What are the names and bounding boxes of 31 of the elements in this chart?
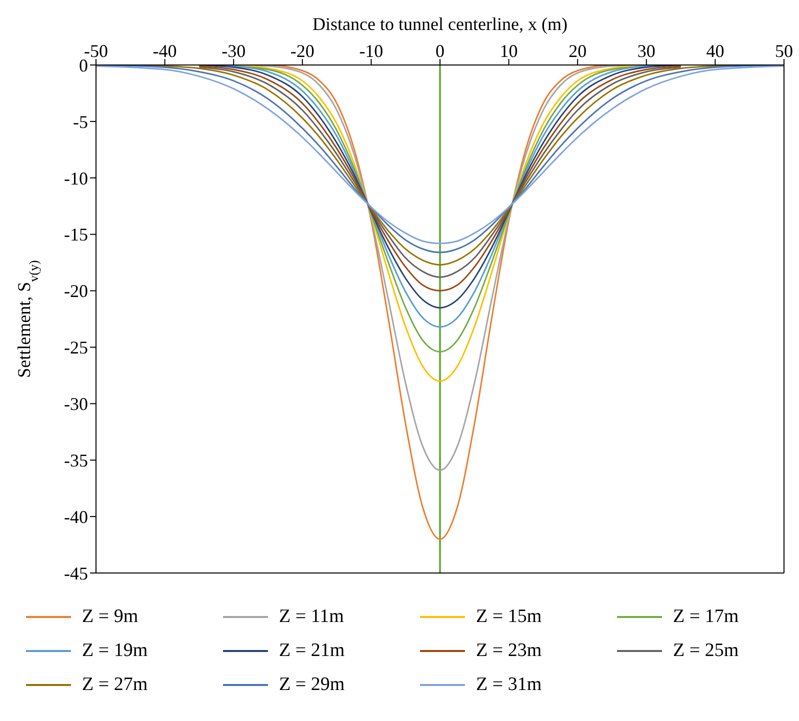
legend-label: Z = 9m (82, 606, 138, 628)
y-tick-label: -5 (73, 112, 88, 132)
x-tick-label: 0 (436, 41, 444, 61)
x-tick-label: 50 (775, 41, 793, 61)
y-tick-label: -45 (64, 563, 88, 584)
x-axis-title: Distance to tunnel centerline, x (m) (312, 14, 568, 34)
legend-label: Z = 31m (476, 674, 542, 696)
y-tick-label: -20 (64, 281, 88, 302)
legend-label: Z = 23m (476, 640, 542, 662)
y-tick-label: -40 (64, 506, 88, 527)
y-tick-label: -10 (64, 168, 88, 188)
legend-label: Z = 25m (673, 640, 739, 662)
x-tick-label: -40 (152, 41, 177, 61)
x-tick-label: 40 (706, 41, 724, 61)
x-tick-label: 30 (637, 41, 656, 61)
legend-label: Z = 21m (279, 640, 345, 662)
y-tick-label: -35 (64, 450, 88, 470)
legend-label: Z = 29m (279, 674, 345, 696)
x-tick-label: -30 (222, 41, 246, 61)
x-tick-label: 20 (568, 41, 587, 61)
legend-label: Z = 15m (476, 606, 542, 628)
x-tick-label: 10 (500, 41, 518, 61)
legend-label: Z = 19m (82, 640, 148, 662)
y-tick-label: -30 (64, 394, 88, 414)
y-tick-label: -25 (64, 338, 88, 358)
x-tick-label: -10 (359, 41, 384, 61)
y-tick-label: -15 (64, 224, 88, 245)
legend-label: Z = 17m (673, 606, 739, 628)
legend-label: Z = 11m (279, 606, 344, 628)
x-tick-label: -20 (290, 41, 314, 61)
legend-label: Z = 27m (82, 674, 148, 696)
